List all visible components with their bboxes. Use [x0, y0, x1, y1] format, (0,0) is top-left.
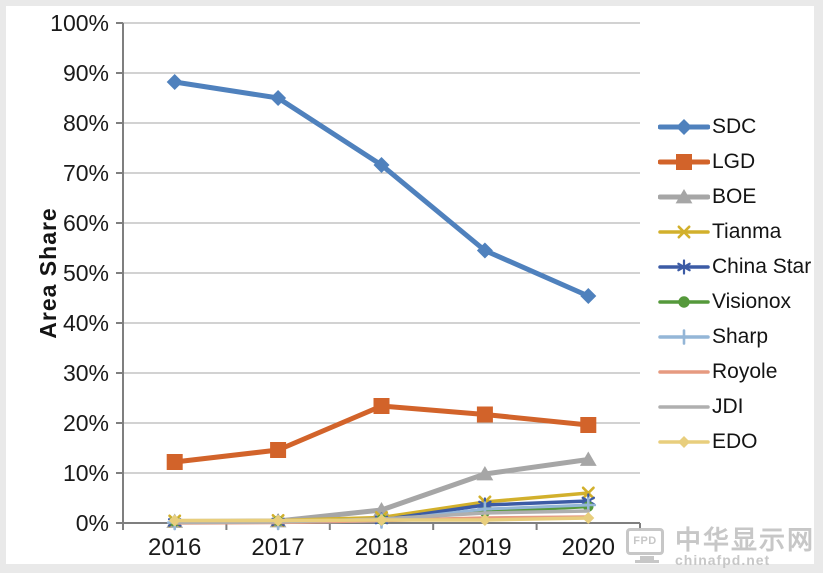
jdi-legend-marker-icon	[658, 405, 710, 409]
x-tick-label: 2019	[458, 534, 511, 561]
legend-label: Visionox	[712, 290, 791, 313]
y-tick-label: 90%	[63, 60, 109, 86]
legend-item-boe: BOE	[658, 186, 811, 208]
legend-label: SDC	[712, 115, 757, 138]
y-tick-label: 60%	[63, 210, 109, 236]
sdc-diamond-marker-icon	[166, 74, 183, 90]
lgd-square-marker-icon	[476, 406, 493, 423]
axes	[116, 22, 641, 530]
lgd-square-marker-icon	[270, 442, 287, 458]
boe-triangle-up-marker-icon	[476, 466, 494, 481]
y-tick-label: 20%	[63, 410, 109, 436]
legend-label: Tianma	[712, 220, 782, 243]
y-tick-label: 100%	[50, 10, 109, 36]
edo-diamond-marker-icon	[375, 514, 388, 526]
sharp-legend-marker-icon	[658, 329, 710, 345]
legend-label: BOE	[712, 185, 757, 208]
legend-label: LGD	[712, 150, 756, 173]
watermark-url: chinafpd.net	[674, 552, 771, 568]
legend-item-china-star: China Star	[658, 256, 811, 278]
legend-label: JDI	[712, 395, 744, 418]
lgd-square-marker-icon	[166, 454, 183, 470]
royole-legend-marker-icon	[658, 370, 710, 374]
x-tick-label: 2017	[251, 534, 304, 561]
x-tick-labels: 2016 2017 2018 2019 2020	[148, 534, 615, 561]
legend-item-jdi: JDI	[658, 396, 811, 418]
edo-diamond-marker-icon	[168, 514, 181, 527]
sdc-diamond-marker-icon	[476, 242, 493, 259]
legend: SDC LGD BOE Tianma China Star Visionox Sharp Ro…	[658, 116, 811, 453]
edo-diamond-marker-icon	[582, 512, 595, 524]
sdc-diamond-marker-icon	[270, 90, 287, 106]
boe-legend-marker-icon	[658, 189, 710, 204]
edo-diamond-marker-icon	[272, 514, 285, 527]
china-star-legend-marker-icon	[658, 259, 710, 275]
legend-label: China Star	[712, 255, 812, 278]
tianma-x-marker-icon	[581, 486, 595, 500]
boe-triangle-up-marker-icon	[579, 451, 597, 466]
y-tick-label: 10%	[63, 460, 109, 486]
legend-item-visionox: Visionox	[658, 291, 811, 313]
sdc-diamond-marker-icon	[580, 288, 597, 304]
y-tick-label: 40%	[63, 310, 109, 336]
y-tick-label: 50%	[63, 260, 109, 286]
sdc-diamond-marker-icon	[373, 157, 390, 173]
legend-label: Royole	[712, 360, 778, 383]
legend-item-lgd: LGD	[658, 151, 811, 173]
tianma-legend-marker-icon	[658, 225, 710, 239]
watermark-title: 中华显示网	[674, 525, 815, 555]
legend-item-sdc: SDC	[658, 116, 811, 138]
sdc-legend-marker-icon	[658, 119, 710, 135]
x-tick-label: 2016	[148, 534, 201, 561]
series-edo	[168, 512, 595, 527]
legend-label: Sharp	[712, 325, 769, 348]
x-tick-label: 2018	[355, 534, 408, 561]
legend-item-sharp: Sharp	[658, 326, 811, 348]
fpd-monitor-icon: FPD	[625, 527, 668, 568]
visionox-legend-marker-icon	[658, 296, 710, 308]
series-lgd	[166, 398, 597, 470]
legend-label: EDO	[712, 430, 758, 453]
gridlines	[123, 22, 640, 524]
series-sdc	[166, 74, 597, 304]
legend-item-royole: Royole	[658, 361, 811, 383]
legend-item-edo: EDO	[658, 431, 811, 453]
y-tick-label: 30%	[63, 360, 109, 386]
y-tick-labels: 0% 10% 20% 30% 40% 50% 60% 70% 80% 90% 100%	[50, 10, 109, 536]
fpd-icon-label: FPD	[625, 527, 664, 555]
edo-diamond-marker-icon	[478, 514, 491, 526]
lgd-square-marker-icon	[373, 398, 390, 414]
y-tick-label: 0%	[76, 510, 109, 536]
lgd-legend-marker-icon	[658, 154, 710, 170]
x-tick-label: 2020	[562, 534, 615, 561]
y-tick-label: 70%	[63, 160, 109, 186]
watermark: FPD 中华显示网 chinafpd.net	[625, 525, 815, 568]
legend-item-tianma: Tianma	[658, 221, 811, 243]
lgd-square-marker-icon	[580, 417, 597, 433]
edo-legend-marker-icon	[658, 436, 710, 448]
y-axis-title: Area Share	[35, 207, 61, 339]
y-tick-label: 80%	[63, 110, 109, 136]
